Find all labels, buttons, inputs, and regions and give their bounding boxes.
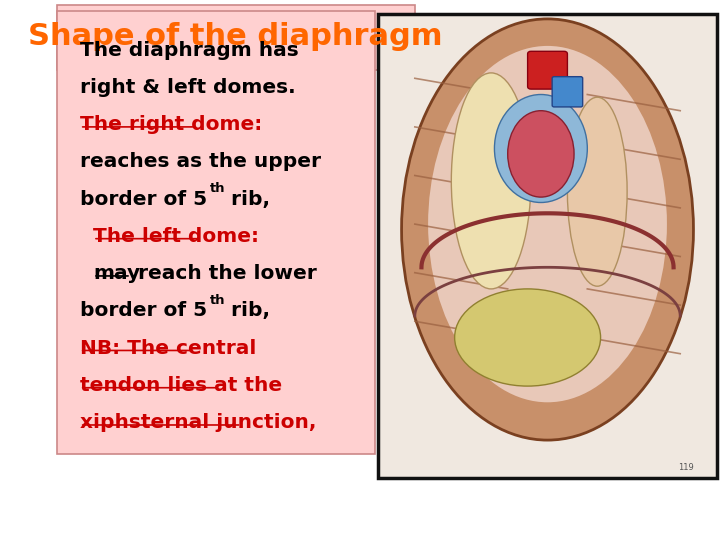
Ellipse shape <box>451 73 531 289</box>
Text: 119: 119 <box>678 463 693 472</box>
Ellipse shape <box>454 289 600 386</box>
Ellipse shape <box>567 97 627 286</box>
FancyBboxPatch shape <box>57 11 375 454</box>
Text: may: may <box>93 264 140 283</box>
Text: The diaphragm has: The diaphragm has <box>80 40 299 59</box>
Text: NB: The central: NB: The central <box>80 339 256 357</box>
Text: Shape of the diaphragm: Shape of the diaphragm <box>29 22 443 51</box>
Text: reaches as the upper: reaches as the upper <box>80 152 321 171</box>
Text: reach the lower: reach the lower <box>131 264 317 283</box>
Text: th: th <box>210 294 225 307</box>
Text: The right dome:: The right dome: <box>80 115 262 134</box>
Text: border of 5: border of 5 <box>80 190 207 208</box>
Ellipse shape <box>428 46 667 402</box>
FancyBboxPatch shape <box>57 5 415 70</box>
Text: tendon lies at the: tendon lies at the <box>80 376 282 395</box>
Ellipse shape <box>495 94 588 202</box>
Text: xiphsternal junction,: xiphsternal junction, <box>80 413 316 432</box>
Ellipse shape <box>508 111 574 197</box>
Text: The left dome:: The left dome: <box>93 227 259 246</box>
Text: rib,: rib, <box>225 190 271 208</box>
Text: rib,: rib, <box>225 301 271 320</box>
Ellipse shape <box>402 19 693 440</box>
FancyBboxPatch shape <box>552 77 582 107</box>
FancyBboxPatch shape <box>528 51 567 89</box>
Text: right & left domes.: right & left domes. <box>80 78 295 97</box>
FancyBboxPatch shape <box>378 14 716 478</box>
Text: border of 5: border of 5 <box>80 301 207 320</box>
Text: th: th <box>210 182 225 195</box>
